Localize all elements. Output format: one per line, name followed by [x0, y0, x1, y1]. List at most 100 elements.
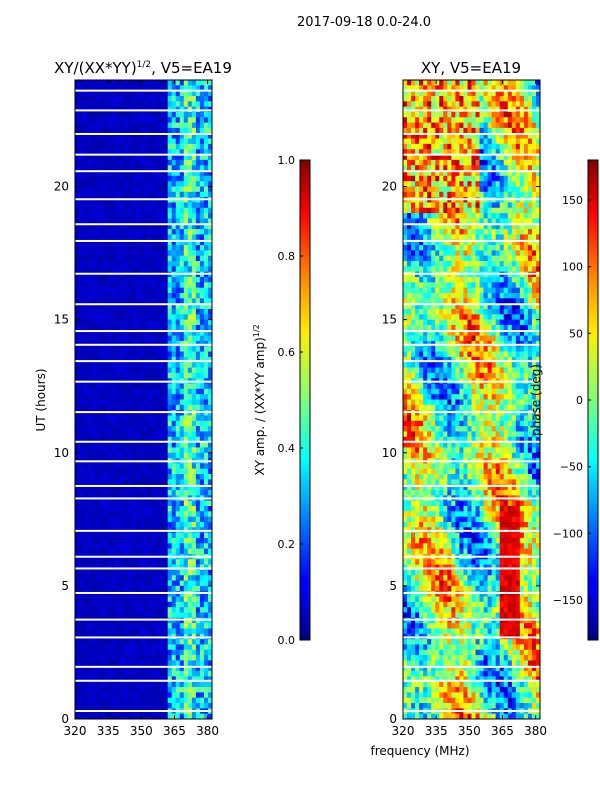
- heatmap-cell: [163, 117, 169, 124]
- heatmap-cell: [195, 330, 201, 336]
- heatmap-cell: [99, 165, 104, 171]
- heatmap-cell: [171, 516, 177, 523]
- heatmap-cell: [87, 607, 92, 613]
- heatmap-cell: [159, 175, 165, 182]
- heatmap-cell: [171, 426, 177, 432]
- heatmap-cell: [155, 521, 161, 528]
- heatmap-cell: [87, 170, 92, 177]
- heatmap-cell: [431, 80, 436, 86]
- heatmap-cell: [163, 676, 169, 683]
- heatmap-cell: [83, 447, 88, 454]
- heatmap-cell: [95, 239, 100, 246]
- heatmap-cell: [191, 676, 197, 683]
- heatmap-cell: [423, 165, 428, 171]
- heatmap-cell: [115, 692, 120, 699]
- heatmap-cell: [119, 388, 124, 395]
- heatmap-cell: [415, 170, 420, 177]
- heatmap-cell: [79, 521, 84, 528]
- heatmap-cell: [127, 314, 132, 321]
- heatmap-cell: [167, 607, 173, 613]
- heatmap-cell: [107, 250, 112, 257]
- heatmap-cell: [111, 479, 116, 486]
- phase-heatmap: [403, 80, 541, 720]
- heatmap-cell: [183, 442, 189, 448]
- heatmap-cell: [175, 442, 181, 448]
- heatmap-cell: [195, 218, 201, 225]
- heatmap-cell: [107, 255, 112, 262]
- heatmap-cell: [83, 697, 88, 704]
- heatmap-cell: [171, 245, 177, 251]
- heatmap-cell: [179, 213, 185, 219]
- heatmap-cell: [83, 479, 88, 486]
- heatmap-cell: [91, 431, 96, 438]
- heatmap-cell: [127, 628, 132, 635]
- heatmap-cell: [207, 537, 213, 544]
- heatmap-cell: [139, 245, 144, 251]
- heatmap-cell: [163, 521, 169, 528]
- heatmap-cell: [107, 111, 112, 118]
- heatmap-cell: [127, 532, 132, 539]
- heatmap-cell: [131, 85, 136, 92]
- heatmap-cell: [87, 90, 92, 97]
- heatmap-cell: [183, 628, 189, 635]
- heatmap-cell: [75, 521, 80, 528]
- heatmap-cell: [111, 261, 116, 267]
- heatmap-cell: [155, 85, 161, 92]
- heatmap-cell: [163, 697, 169, 704]
- heatmap-cell: [131, 335, 136, 342]
- heatmap-cell: [207, 165, 213, 171]
- heatmap-cell: [183, 127, 189, 134]
- heatmap-cell: [511, 127, 517, 134]
- heatmap-cell: [531, 181, 537, 187]
- heatmap-cell: [95, 175, 100, 182]
- heatmap-cell: [151, 319, 156, 326]
- flagged-row: [75, 380, 212, 383]
- heatmap-cell: [491, 202, 497, 209]
- heatmap-cell: [167, 575, 173, 581]
- heatmap-cell: [511, 101, 517, 108]
- heatmap-cell: [79, 85, 84, 92]
- heatmap-cell: [179, 101, 185, 108]
- heatmap-cell: [199, 628, 205, 635]
- heatmap-cell: [75, 580, 80, 587]
- heatmap-cell: [175, 303, 181, 310]
- heatmap-cell: [191, 250, 197, 257]
- heatmap-cell: [107, 287, 112, 294]
- heatmap-cell: [447, 207, 452, 214]
- heatmap-cell: [171, 404, 177, 411]
- heatmap-cell: [199, 308, 205, 315]
- heatmap-cell: [87, 191, 92, 198]
- heatmap-cell: [207, 282, 213, 289]
- heatmap-cell: [139, 490, 144, 496]
- heatmap-cell: [131, 452, 136, 459]
- heatmap-cell: [79, 149, 84, 155]
- heatmap-cell: [411, 127, 416, 134]
- heatmap-cell: [91, 516, 96, 523]
- heatmap-cell: [427, 175, 432, 182]
- heatmap-cell: [199, 394, 205, 400]
- heatmap-cell: [75, 80, 80, 86]
- heatmap-cell: [191, 324, 197, 331]
- heatmap-cell: [491, 154, 497, 161]
- heatmap-cell: [131, 537, 136, 544]
- heatmap-cell: [87, 676, 92, 683]
- heatmap-cell: [147, 122, 152, 129]
- heatmap-cell: [207, 191, 213, 198]
- heatmap-cell: [95, 298, 100, 305]
- heatmap-cell: [95, 223, 100, 230]
- flagged-row: [75, 555, 212, 558]
- heatmap-cell: [199, 612, 205, 619]
- heatmap-cell: [103, 612, 108, 619]
- heatmap-cell: [99, 548, 104, 555]
- heatmap-cell: [147, 591, 152, 597]
- heatmap-cell: [163, 442, 169, 448]
- heatmap-cell: [87, 85, 92, 92]
- heatmap-cell: [87, 591, 92, 597]
- heatmap-cell: [495, 95, 501, 102]
- heatmap-cell: [75, 479, 80, 486]
- heatmap-cell: [87, 218, 92, 225]
- heatmap-cell: [155, 447, 161, 454]
- heatmap-cell: [203, 548, 209, 555]
- heatmap-cell: [111, 218, 116, 225]
- heatmap-cell: [91, 133, 96, 139]
